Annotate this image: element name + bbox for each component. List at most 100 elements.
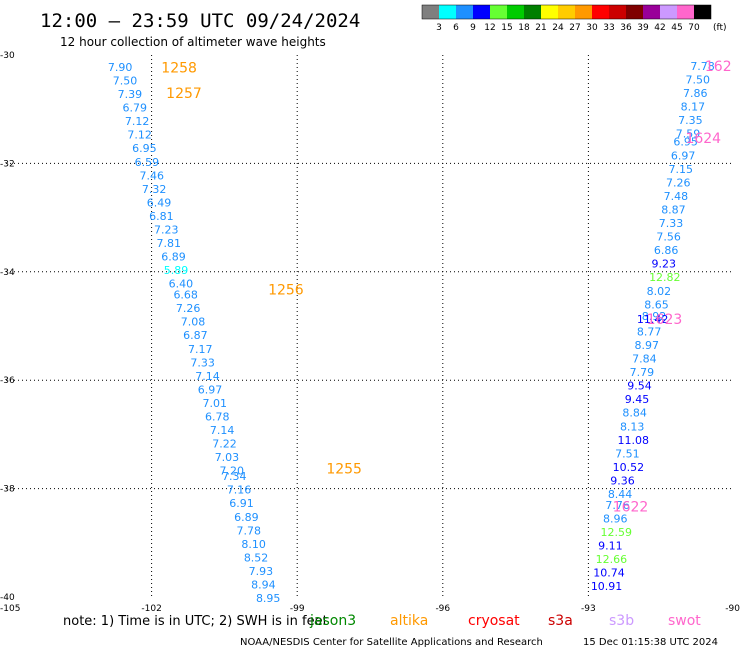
- legend-swatch-8: [558, 5, 575, 19]
- west-track-value: 6.59: [135, 156, 160, 169]
- west-track-value: 7.26: [176, 302, 201, 315]
- map-title: 12:00 — 23:59 UTC 09/24/2024: [40, 10, 360, 32]
- west-track-value: 7.01: [203, 397, 228, 410]
- west-track-value: 7.81: [156, 237, 181, 250]
- west-track-value: 7.16: [227, 484, 252, 497]
- west-track-value: 6.79: [122, 102, 147, 115]
- east-track-value: 11.08: [618, 434, 650, 447]
- west-track-value: 6.89: [234, 511, 259, 524]
- lat-lon-grid: [6, 55, 734, 597]
- west-track-value: 6.49: [147, 196, 172, 209]
- legend-label-5: 18: [518, 23, 530, 33]
- west-track-value: 6.87: [183, 329, 208, 342]
- west-track-value: 7.22: [212, 438, 237, 451]
- legend-swatch-6: [524, 5, 541, 19]
- east-track-value: 10.52: [613, 461, 645, 474]
- east-track-value: 7.51: [615, 447, 640, 460]
- west-track-value: 7.90: [108, 61, 133, 74]
- west-track-value: 6.95: [132, 142, 157, 155]
- satellite-cryosat: cryosat: [468, 613, 520, 629]
- legend-swatch-15: [677, 5, 694, 19]
- legend-swatch-13: [643, 5, 660, 19]
- y-tick-label: -32: [0, 159, 15, 169]
- east-track-value: 7.56: [656, 231, 681, 244]
- color-legend: 3 6 9 12 15 18 21 24 27 30 33 36 39 42 45 70: [421, 4, 712, 33]
- legend-label-15: 70: [688, 23, 700, 33]
- west-track-value: 7.12: [125, 115, 150, 128]
- west-track-value: 7.32: [142, 183, 167, 196]
- legend-swatch-5: [507, 5, 524, 19]
- east-track-value: 9.54: [627, 380, 652, 393]
- legend-label-9: 30: [586, 23, 598, 33]
- legend-swatch-10: [592, 5, 609, 19]
- west-track-value: 7.23: [154, 224, 179, 237]
- east-track-value: 8.44: [608, 488, 633, 501]
- y-tick-label: -34: [0, 268, 15, 278]
- legend-label-12: 39: [637, 23, 649, 33]
- track-id-label: 1624: [685, 131, 721, 147]
- y-tick-label: -38: [0, 485, 15, 495]
- legend-label-13: 42: [654, 23, 665, 33]
- east-track-value: 12.82: [649, 271, 681, 284]
- west-track-value: 6.78: [205, 411, 230, 424]
- west-track-value: 6.68: [173, 289, 198, 302]
- y-tick-label: -40: [0, 593, 15, 603]
- west-track-value: 6.89: [161, 251, 186, 264]
- track-id-label: 1623: [647, 312, 683, 328]
- x-tick-label: -99: [290, 604, 305, 614]
- satellite-legend: jason3 altika cryosat s3a s3b swot: [309, 613, 701, 629]
- west-track-value: 8.94: [251, 579, 275, 592]
- legend-label-11: 36: [620, 23, 632, 33]
- east-track-value: 11.42: [637, 313, 669, 326]
- legend-label-2: 9: [470, 23, 476, 33]
- west-track-value: 7.33: [190, 356, 215, 369]
- west-track-value: 7.46: [139, 169, 164, 182]
- east-track-value: 7.86: [683, 87, 708, 100]
- legend-swatch-1: [439, 5, 456, 19]
- east-track-value: 10.74: [593, 567, 625, 580]
- track-id-label: 1258: [161, 60, 197, 76]
- west-track-value: 7.20: [220, 465, 245, 478]
- legend-label-4: 15: [501, 23, 512, 33]
- east-track-value: 8.96: [603, 512, 628, 525]
- west-track-value: 7.93: [249, 565, 274, 578]
- east-track-value: 8.97: [635, 339, 660, 352]
- east-track-value: 7.15: [668, 163, 693, 176]
- west-track-value: 7.50: [113, 74, 138, 87]
- legend-swatch-11: [609, 5, 626, 19]
- footer-credit: NOAA/NESDIS Center for Satellite Applica…: [240, 637, 543, 648]
- west-track-value: 7.14: [195, 370, 220, 383]
- west-track-value: 6.81: [149, 210, 174, 223]
- west-track-value: 8.10: [241, 538, 265, 551]
- map-subtitle: 12 hour collection of altimeter wave hei…: [60, 35, 326, 49]
- east-track-value: 8.02: [647, 285, 672, 298]
- east-track-value: 8.92: [642, 310, 667, 323]
- east-track-value: 8.77: [637, 325, 662, 338]
- west-track-value: 7.14: [210, 424, 235, 437]
- track-id-label: 1257: [166, 86, 202, 102]
- east-track-value: 8.13: [620, 420, 645, 433]
- east-track-value: 9.11: [598, 540, 623, 553]
- west-track-value: 7.12: [127, 129, 152, 142]
- legend-swatch-16: [694, 5, 711, 19]
- west-track-value: 6.91: [229, 497, 254, 510]
- west-track-value: 8.95: [256, 592, 280, 605]
- west-track-value: 7.17: [188, 343, 213, 356]
- track-id-label: 162: [705, 59, 732, 75]
- east-track-value: 8.87: [661, 203, 686, 216]
- satellite-jason3: jason3: [309, 613, 356, 629]
- track-id-label: 1255: [326, 462, 362, 478]
- east-track-value: 6.97: [671, 149, 696, 162]
- legend-frame: [421, 4, 712, 20]
- west-track-value: 7.34: [222, 470, 247, 483]
- legend-label-14: 45: [671, 23, 682, 33]
- satellite-altika: altika: [390, 613, 428, 629]
- y-tick-label: -36: [0, 376, 15, 386]
- west-track-value: 5.89: [164, 264, 189, 277]
- footer-timestamp: 15 Dec 01:15:38 UTC 2024: [583, 637, 718, 648]
- east-track-value: 7.76: [605, 499, 630, 512]
- west-track-value: 7.78: [237, 524, 261, 537]
- track-id-label: 1256: [268, 283, 304, 299]
- x-tick-label: -90: [725, 604, 740, 614]
